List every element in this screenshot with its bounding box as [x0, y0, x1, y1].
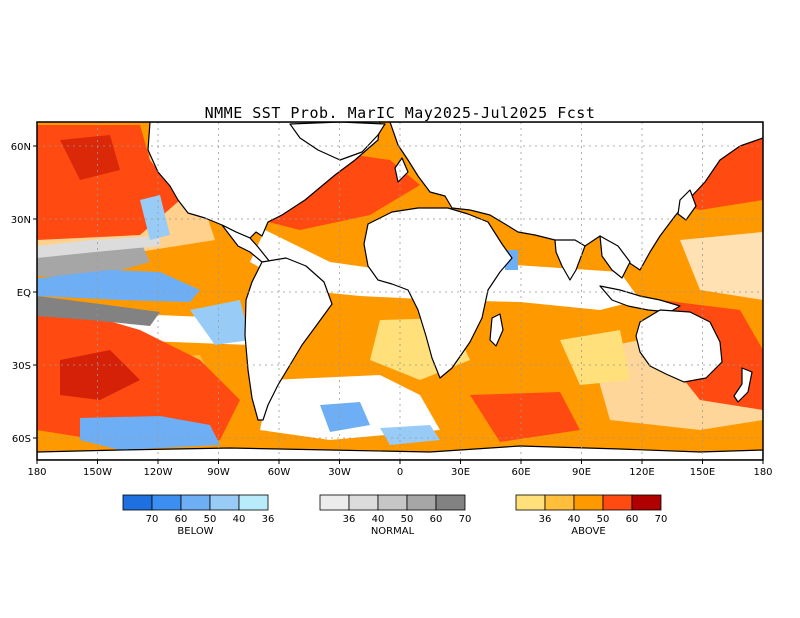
legend-swatch — [435, 494, 466, 511]
lat-tick-label: 60S — [12, 434, 31, 445]
japan — [677, 189, 697, 221]
legend-swatch — [151, 494, 182, 511]
lon-tick-label: 0 — [397, 467, 403, 478]
lon-tick-label: 120W — [144, 467, 173, 478]
legend-swatch — [122, 494, 153, 511]
legend-swatch — [544, 494, 575, 511]
lon-tick-label: 90W — [207, 467, 230, 478]
south-indian-red — [470, 392, 580, 442]
lon-tick-label: 60W — [268, 467, 291, 478]
lon-tick-label: 60E — [511, 467, 530, 478]
map-title: NMME SST Prob. MarIC May2025-Jul2025 Fcs… — [204, 104, 596, 122]
central-indian-yellow — [560, 330, 630, 385]
australia — [635, 309, 723, 383]
map-grid — [37, 122, 763, 460]
california-current-blue — [140, 195, 170, 240]
legend-swatch — [209, 494, 240, 511]
lon-tick-label: 180 — [753, 467, 772, 478]
legend-tick-label: 36 — [539, 514, 552, 525]
south-pacific-red — [37, 300, 240, 445]
legend-tick-label: 70 — [459, 514, 472, 525]
east-pacific-blue — [190, 300, 250, 345]
legend-swatch — [238, 494, 269, 511]
legend-swatch — [515, 494, 546, 511]
legend-tick-label: 36 — [262, 514, 275, 525]
legend-swatch — [631, 494, 662, 511]
legend-tick-label: 50 — [401, 514, 414, 525]
legend-tick-label: 40 — [372, 514, 385, 525]
southeast-asia — [599, 235, 631, 279]
legend-tick-label: 40 — [233, 514, 246, 525]
legend-swatch — [377, 494, 408, 511]
legend-tick-label: 70 — [655, 514, 668, 525]
south-atlantic-lightblue — [380, 425, 440, 445]
legend-swatch — [406, 494, 437, 511]
legend-tick-label: 60 — [626, 514, 639, 525]
lat-tick-label: 30N — [11, 215, 31, 226]
legend-swatch — [602, 494, 633, 511]
south-pacific-darkred — [60, 350, 140, 400]
legend-name: BELOW — [177, 526, 213, 537]
legend-swatch — [180, 494, 211, 511]
legend-swatch — [319, 494, 350, 511]
britain — [394, 157, 409, 183]
lon-tick-label: 120E — [629, 467, 654, 478]
lon-tick-label: 150W — [83, 467, 112, 478]
lon-tick-label: 90E — [572, 467, 591, 478]
longitude-axis: 180 150W 120W 90W 60W 30W 0 30E 60E 90E 120E 150E 18… — [27, 460, 773, 478]
lon-tick-label: 180 — [27, 467, 46, 478]
legend-name: NORMAL — [371, 526, 415, 537]
africa — [363, 207, 513, 379]
lon-tick-label: 30W — [328, 467, 351, 478]
south-america — [244, 257, 333, 421]
lon-tick-label: 150E — [690, 467, 715, 478]
legend-swatch — [348, 494, 379, 511]
indian-subcontinent — [554, 239, 586, 281]
legend-tick-label: 40 — [568, 514, 581, 525]
legend-name: ABOVE — [571, 526, 605, 537]
legend-tick-label: 36 — [343, 514, 356, 525]
southeast-pacific-gray — [37, 296, 160, 326]
legend-normal: 36 40 50 60 70 NORMAL — [319, 494, 472, 537]
west-pacific-white — [680, 232, 763, 300]
legend-tick-label: 70 — [146, 514, 159, 525]
southern-ocean-blue — [80, 416, 220, 450]
south-atlantic-blue — [320, 402, 370, 432]
new-zealand — [733, 367, 753, 403]
legend-tick-label: 60 — [430, 514, 443, 525]
equatorial-pacific-blue — [37, 270, 200, 302]
legend-tick-label: 50 — [597, 514, 610, 525]
legend-below: 70 60 50 40 36 BELOW — [122, 494, 275, 537]
latitude-axis: 60N 30N EQ 30S 60S — [11, 142, 37, 445]
madagascar — [489, 313, 504, 347]
legend-swatch — [573, 494, 604, 511]
legend-above: 36 40 50 60 70 ABOVE — [515, 494, 668, 537]
lon-tick-label: 30E — [451, 467, 470, 478]
legend-tick-label: 60 — [175, 514, 188, 525]
indonesia — [599, 285, 681, 313]
lat-tick-label: 60N — [11, 142, 31, 153]
lat-tick-label: EQ — [17, 288, 31, 299]
lat-tick-label: 30S — [12, 361, 31, 372]
legend-tick-label: 50 — [204, 514, 217, 525]
pacific-light-gray — [37, 236, 160, 258]
